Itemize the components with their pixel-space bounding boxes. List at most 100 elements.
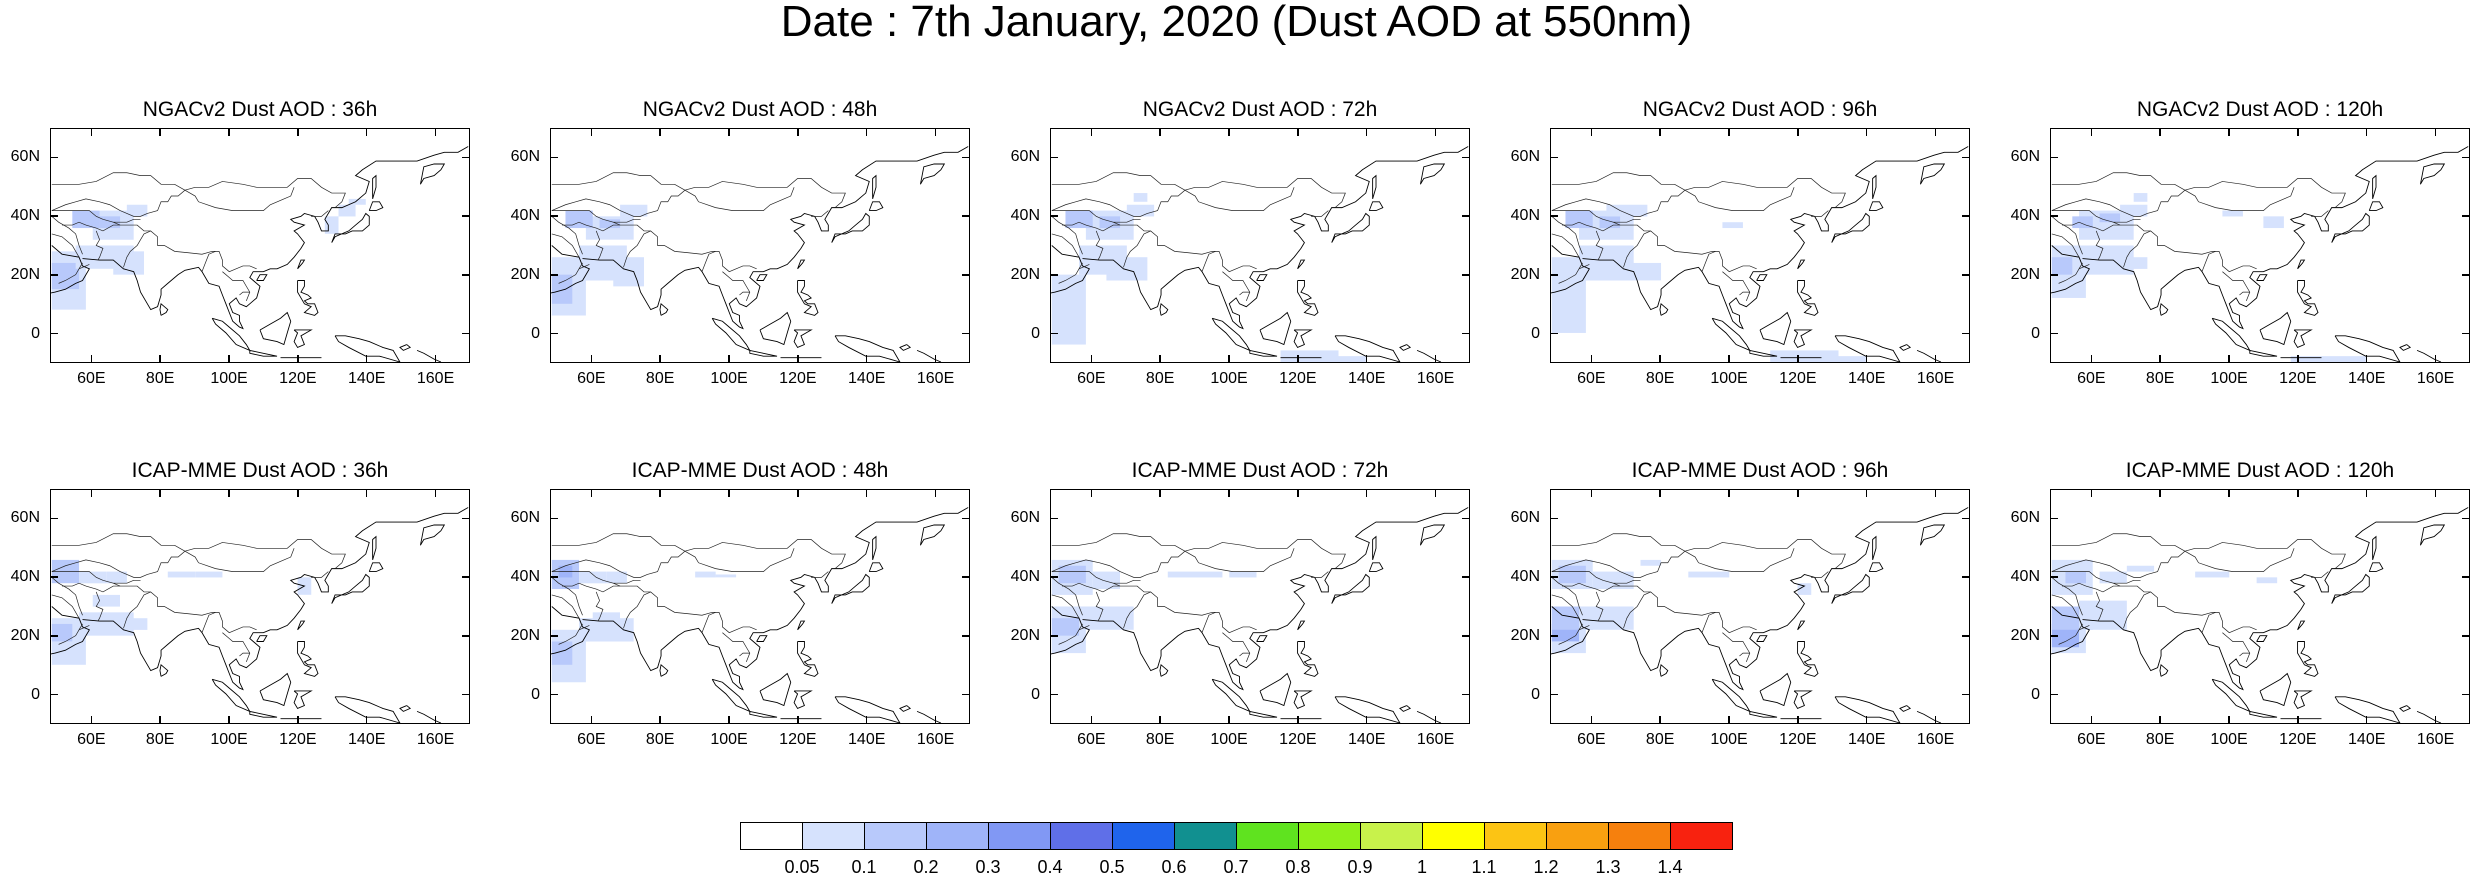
lon-tick-label: 140E xyxy=(2348,370,2386,387)
coastline xyxy=(749,710,778,718)
colorbar-label: 0.1 xyxy=(851,857,877,877)
dust-aod-cell xyxy=(1079,606,1134,630)
lat-tick-label: 0 xyxy=(1531,324,1540,342)
lat-tick-mark xyxy=(962,215,970,217)
coastline xyxy=(1711,678,1751,713)
coastline xyxy=(297,620,306,631)
lat-tick-label: 40N xyxy=(1010,568,1040,586)
coastline xyxy=(1297,259,1306,270)
country-border xyxy=(551,233,580,258)
country-border xyxy=(2201,251,2216,272)
coastline xyxy=(256,635,268,642)
lat-tick-mark xyxy=(50,517,58,520)
dust-aod-cell xyxy=(72,210,100,229)
country-border xyxy=(551,216,583,255)
map-panel: NGACv2 Dust AOD : 120h 60E 80E 100E 120E 140E… xyxy=(2000,93,2470,393)
coastline xyxy=(1582,146,1969,330)
country-border xyxy=(1085,585,1121,593)
map-panel: NGACv2 Dust AOD : 72h 60E 80E 100E 120E 140E 1… xyxy=(1000,93,1470,393)
lon-tick-mark xyxy=(797,355,799,363)
colorbar-label: 0.2 xyxy=(913,857,939,877)
lat-tick-mark xyxy=(962,274,970,276)
coastline xyxy=(1899,705,1912,712)
coastline xyxy=(2159,663,2169,677)
country-border xyxy=(551,210,757,273)
lon-tick-mark xyxy=(1159,355,1161,363)
country-border xyxy=(1701,251,1716,272)
country-border xyxy=(811,571,829,578)
country-border xyxy=(2078,264,2090,270)
coastline xyxy=(551,606,591,655)
coastline xyxy=(331,573,370,604)
coastline xyxy=(419,524,446,546)
lon-tick-label: 160E xyxy=(416,731,455,748)
country-border xyxy=(2085,585,2121,593)
lon-tick-label: 60E xyxy=(77,370,106,387)
coastline xyxy=(1051,245,1091,294)
coastline xyxy=(82,146,469,330)
country-border xyxy=(1051,233,1080,258)
lon-tick-label: 100E xyxy=(710,731,748,748)
country-border xyxy=(1701,612,1716,633)
panel-title: ICAP-MME Dust AOD : 72h xyxy=(1131,459,1389,482)
country-border xyxy=(2058,623,2083,645)
colorbar-label: 1.4 xyxy=(1657,857,1683,877)
lat-tick-mark xyxy=(1462,215,1470,217)
lat-tick-label: 20N xyxy=(1510,626,1540,644)
country-border xyxy=(561,582,587,587)
colorbar-swatch xyxy=(1546,822,1609,850)
lon-tick-mark xyxy=(1228,716,1230,724)
country-border xyxy=(551,577,583,616)
country-border xyxy=(1613,218,1641,223)
lon-tick-mark xyxy=(365,489,368,497)
lat-tick-mark xyxy=(550,156,558,159)
coastline xyxy=(416,710,442,723)
coastline xyxy=(159,663,169,677)
country-border xyxy=(1739,652,1750,657)
country-border xyxy=(61,582,87,587)
country-border xyxy=(58,262,83,284)
colorbar-label: 0.9 xyxy=(1347,857,1373,877)
lon-tick-label: 80E xyxy=(145,370,175,387)
country-border xyxy=(1551,577,1583,616)
coastline xyxy=(2297,259,2306,270)
country-border xyxy=(2222,632,2251,662)
lon-tick-mark xyxy=(2434,128,2437,136)
coastline xyxy=(2297,641,2319,677)
country-border xyxy=(613,579,641,584)
lon-tick-mark xyxy=(1934,355,1937,363)
lat-tick-label: 40N xyxy=(510,207,540,225)
country-border xyxy=(58,623,83,645)
coastline xyxy=(1749,710,1778,718)
lat-tick-mark xyxy=(550,215,558,217)
lon-tick-mark xyxy=(228,128,230,136)
lat-tick-label: 0 xyxy=(1031,685,1040,703)
coastline xyxy=(2331,212,2370,243)
dust-aod-map xyxy=(2051,146,2469,362)
dust-aod-cell xyxy=(1324,356,1366,362)
country-border xyxy=(1051,210,1257,273)
colorbar-swatch xyxy=(1484,822,1547,850)
dust-aod-cell xyxy=(126,204,148,217)
lon-tick-label: 60E xyxy=(1077,370,1106,387)
dust-aod-cell xyxy=(1126,204,1155,217)
map-plot-area xyxy=(2050,489,2470,724)
country-border xyxy=(2051,571,2257,634)
dust-aod-map xyxy=(1551,146,1969,362)
panel-title: NGACv2 Dust AOD : 72h xyxy=(1142,98,1378,121)
coastline xyxy=(659,302,669,316)
lat-tick-mark xyxy=(462,517,470,520)
lon-tick-mark xyxy=(728,489,730,497)
lon-tick-mark xyxy=(1590,355,1593,363)
coastline xyxy=(1416,710,1442,723)
coastline xyxy=(2051,606,2091,655)
coastline xyxy=(797,280,819,316)
dust-aod-map xyxy=(51,507,469,723)
coastline xyxy=(259,311,292,346)
lat-tick-label: 20N xyxy=(2010,265,2040,283)
map-panel: NGACv2 Dust AOD : 48h 60E 80E 100E 120E 140E 1… xyxy=(500,93,970,393)
country-border xyxy=(1184,548,1295,572)
lon-tick-mark xyxy=(159,716,161,724)
dust-aod-cell xyxy=(2099,571,2127,584)
colorbar-label: 0.3 xyxy=(975,857,1001,877)
